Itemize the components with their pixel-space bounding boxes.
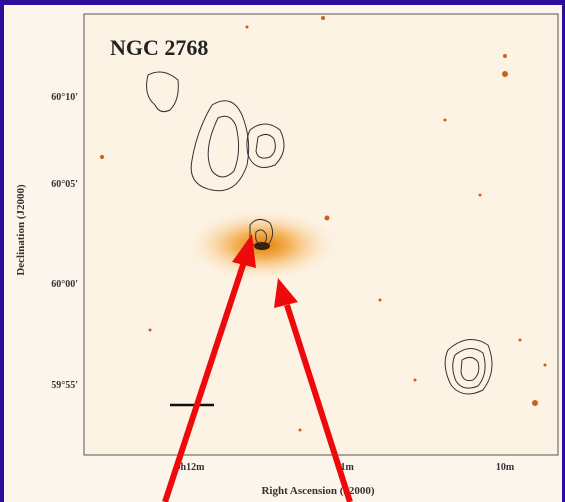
contours	[146, 71, 493, 395]
figure-title: NGC 2768	[110, 35, 208, 60]
arrows	[162, 234, 353, 502]
y-axis-label: Declination (J2000)	[15, 184, 27, 276]
y-tick-label: 60°10'	[51, 92, 78, 103]
x-tick-label: 11m	[336, 462, 354, 473]
x-tick-label: 9h12m	[176, 462, 206, 473]
x-tick-label: 10m	[496, 462, 515, 473]
y-tick-label: 59°55'	[51, 380, 78, 391]
galaxy-core	[254, 242, 270, 250]
stars	[100, 16, 547, 432]
y-tick-label: 60°05'	[51, 179, 78, 190]
y-tick-label: 60°00'	[51, 279, 78, 290]
x-axis-label: Right Ascension (J2000)	[261, 485, 374, 497]
